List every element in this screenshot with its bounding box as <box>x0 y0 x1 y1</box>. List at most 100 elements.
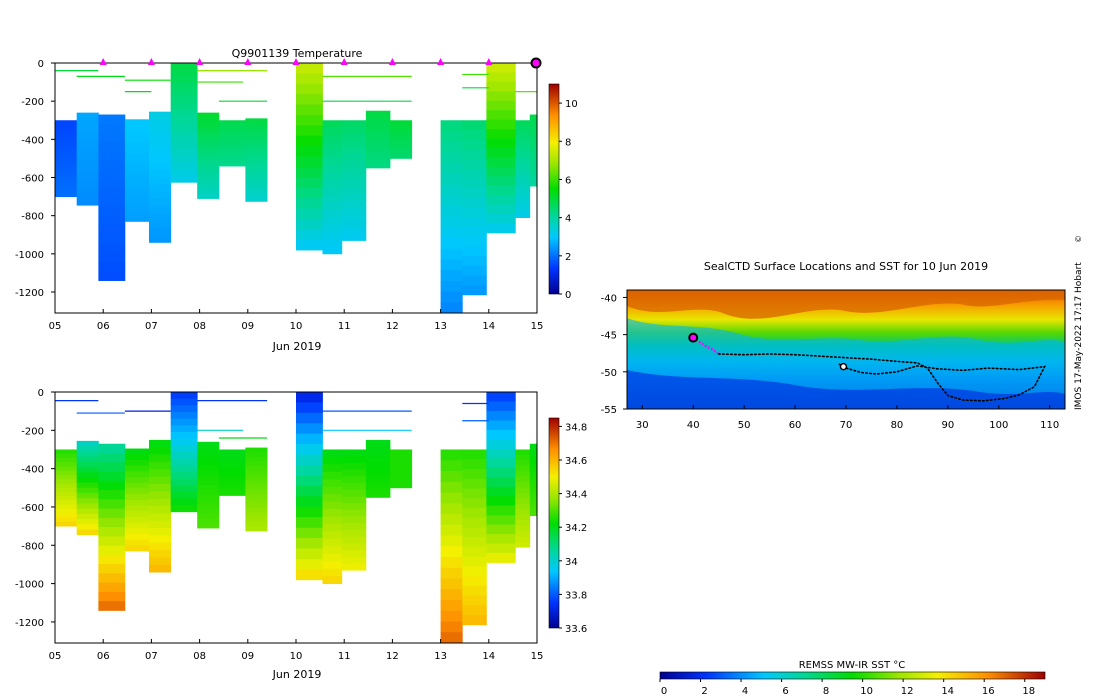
map-x-axis: 30 40 50 60 70 80 90 100 110 <box>636 405 1059 431</box>
s-profile-cell <box>322 449 343 458</box>
t-profile-cell <box>170 89 198 97</box>
s-profile-cell <box>170 445 198 453</box>
t-profile-cell <box>529 134 538 139</box>
s-profile-cell <box>515 449 531 456</box>
s-profile-cell <box>218 462 246 466</box>
s-profile-cell <box>341 483 367 491</box>
t-profile-cell <box>486 110 516 121</box>
t-profile-cell <box>440 130 463 143</box>
s-profile-cell <box>148 557 172 566</box>
s-profile-cell <box>245 517 268 523</box>
t-profile-cell <box>365 158 391 163</box>
s-profile-cell <box>170 478 198 486</box>
t-profile-cell <box>365 110 391 115</box>
s-profile-cell <box>76 519 99 525</box>
seal-track <box>688 332 1047 402</box>
t-profile-cell <box>365 145 391 150</box>
copyright-symbol: © <box>1074 235 1083 243</box>
t-profile-cell <box>462 285 487 296</box>
t-profile-cell <box>98 271 126 281</box>
s-profile-cell <box>322 509 343 517</box>
s-profile-cell <box>98 582 126 593</box>
t-profile-cell <box>197 146 220 152</box>
t-profile-cell <box>322 172 343 181</box>
t-profile-cell <box>515 185 531 191</box>
t-profile-cell <box>197 136 220 142</box>
t-profile-cell <box>389 128 413 132</box>
s-profile-cell <box>389 460 413 463</box>
s-x-tick-label: 15 <box>531 651 544 662</box>
t-profile-cell <box>148 206 172 214</box>
s-profile-cell <box>197 504 220 510</box>
t-profile-cell <box>245 182 268 188</box>
s-profile-cell <box>76 513 99 520</box>
s-profile-cell <box>365 452 391 457</box>
t-profile-cell <box>515 136 531 143</box>
s-profile-cell <box>341 489 367 497</box>
s-profile-cell <box>218 469 246 473</box>
t-profile-cell <box>197 188 220 195</box>
map-x-tick-label: 110 <box>1040 420 1059 431</box>
s-colorbar-tick-label: 34.6 <box>565 456 587 467</box>
s-y-tick-label: -800 <box>21 541 44 552</box>
s-profile-cell <box>124 545 150 552</box>
t-profile-cell <box>218 160 246 164</box>
t-profile-cell <box>462 275 487 286</box>
s-profile-cell <box>322 538 343 547</box>
s-profile-cell <box>515 460 531 467</box>
t-profile-cell <box>440 152 463 164</box>
s-profile-cell <box>341 523 367 531</box>
t-profile-cell <box>124 198 150 205</box>
t-profile-cell <box>296 166 323 178</box>
t-profile-cell <box>440 184 463 196</box>
t-x-tick-label: 13 <box>434 321 447 332</box>
t-profile-cell <box>245 118 268 124</box>
t-x-tick-label: 08 <box>193 321 206 332</box>
s-profile-cell <box>218 472 246 476</box>
s-profile-cell <box>76 461 99 468</box>
t-profile-cell <box>197 112 220 118</box>
s-profile-cell <box>322 553 343 562</box>
s-profile-cell <box>486 439 516 450</box>
t-profile-cell <box>197 155 220 161</box>
s-profile-cell <box>170 431 198 439</box>
map-y-tick-label: -50 <box>601 368 617 379</box>
t-x-tick-label: 05 <box>49 321 62 332</box>
s-profile-cell <box>322 501 343 510</box>
salinity-colorbar <box>549 418 559 628</box>
t-profile-cell <box>462 207 487 218</box>
t-profile-cell <box>218 132 246 136</box>
t-profile-cell <box>124 215 150 222</box>
t-profile-cell <box>440 173 463 185</box>
t-profile-cell <box>218 135 246 139</box>
s-profile-cell <box>322 523 343 532</box>
s-profile-cell <box>98 480 126 491</box>
t-profile-cell <box>389 122 413 125</box>
t-profile-cell <box>245 178 268 184</box>
t-profile-cell <box>462 256 487 267</box>
s-profile-cell <box>296 465 323 476</box>
s-profile-cell <box>389 481 413 484</box>
t-profile-cell <box>515 147 531 154</box>
s-profile-cell <box>98 452 126 463</box>
salinity-y-axis: 0 -200 -400 -600 -800 -1000 -1200 <box>15 388 55 629</box>
t-profile-cell <box>76 128 99 134</box>
s-profile-cell <box>462 615 487 626</box>
t-profile-cell <box>245 173 268 179</box>
t-profile-cell <box>76 148 99 155</box>
t-profile-cell <box>170 109 198 117</box>
s-profile-cell <box>55 513 78 519</box>
s-profile-cell <box>389 457 413 461</box>
t-profile-cell <box>170 175 198 183</box>
s-profile-cell <box>322 516 343 525</box>
t-profile-cell <box>245 141 268 147</box>
s-profile-cell <box>322 479 343 488</box>
t-profile-cell <box>529 178 538 183</box>
s-profile-cell <box>218 482 246 486</box>
t-profile-cell <box>365 132 391 137</box>
t-profile-cell <box>76 143 99 150</box>
surfacing-marker <box>196 58 204 65</box>
t-profile-cell <box>197 117 220 123</box>
t-x-tick-label: 11 <box>338 321 351 332</box>
t-profile-cell <box>440 248 463 260</box>
